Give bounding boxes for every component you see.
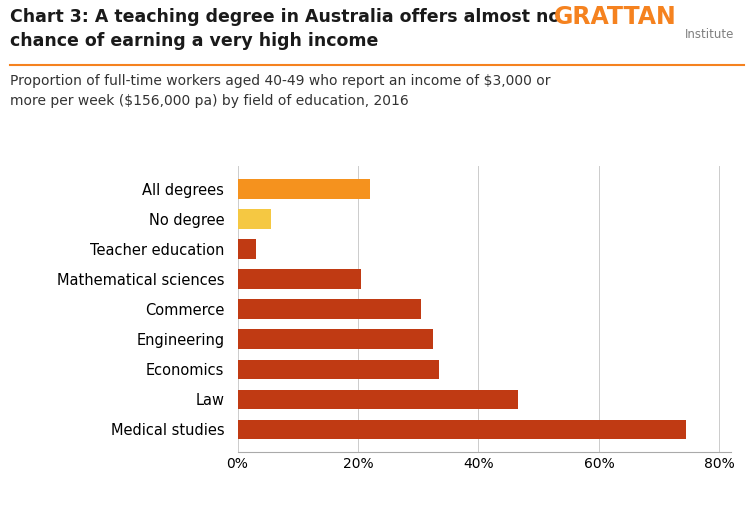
Bar xyxy=(238,299,421,319)
Bar xyxy=(238,330,434,349)
Text: Institute: Institute xyxy=(685,28,734,41)
Bar xyxy=(238,389,517,409)
Text: chance of earning a very high income: chance of earning a very high income xyxy=(10,32,379,50)
Text: GRATTAN: GRATTAN xyxy=(554,5,677,29)
Text: Proportion of full-time workers aged 40-49 who report an income of $3,000 or
mor: Proportion of full-time workers aged 40-… xyxy=(10,74,550,108)
Bar xyxy=(238,269,361,289)
Bar xyxy=(238,209,271,229)
Bar xyxy=(238,420,686,439)
Bar xyxy=(238,179,370,199)
Text: Chart 3: A teaching degree in Australia offers almost no: Chart 3: A teaching degree in Australia … xyxy=(10,8,560,26)
Bar xyxy=(238,360,440,379)
Bar xyxy=(238,239,256,259)
